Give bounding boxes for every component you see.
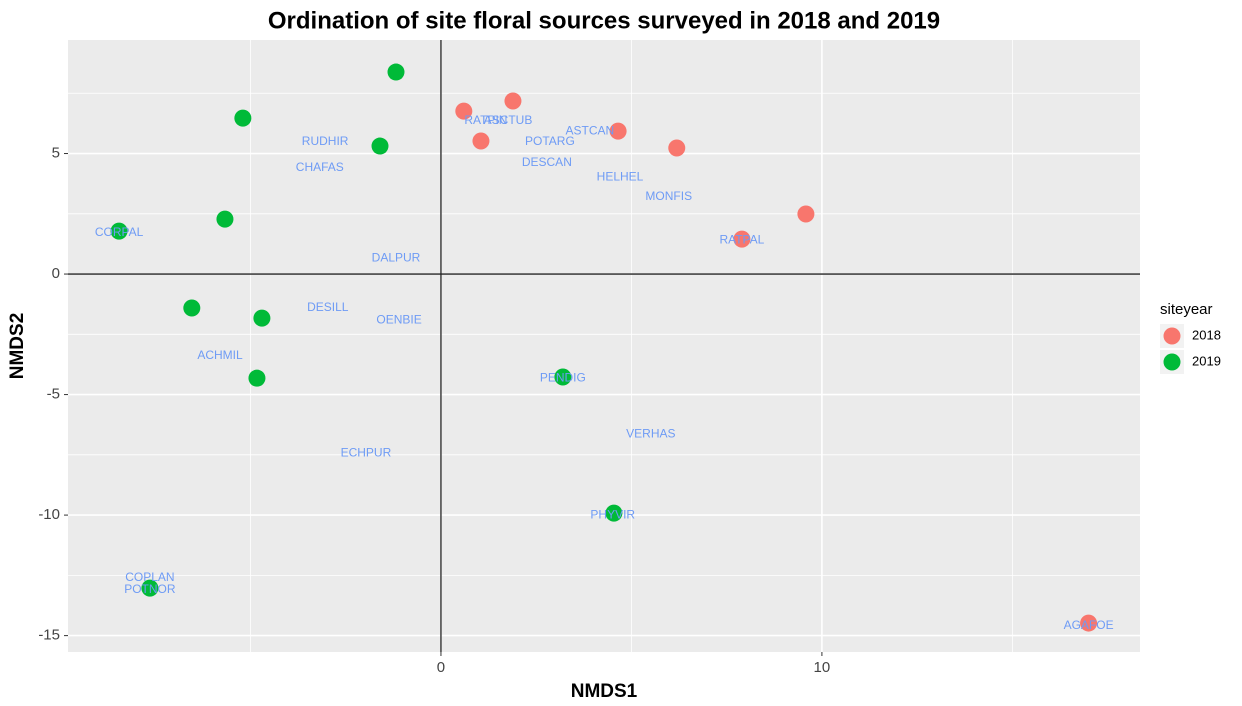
- legend-label: 2018: [1192, 327, 1221, 342]
- species-label: COPLAN: [125, 570, 174, 584]
- point: [472, 132, 490, 150]
- legend-label: 2019: [1192, 353, 1221, 368]
- point: [387, 63, 405, 81]
- species-label: RATPIN: [464, 113, 507, 127]
- species-label: HELHEL: [597, 169, 644, 183]
- point: [110, 222, 128, 240]
- x-tick-label: 10: [814, 659, 831, 676]
- species-label: RATPAL: [719, 232, 764, 246]
- point: [371, 137, 389, 155]
- point: [141, 579, 159, 597]
- y-axis-title: NMDS2: [7, 313, 28, 380]
- y-tick-label: 0: [52, 265, 60, 282]
- y-tick-label: 5: [52, 144, 60, 161]
- species-label: ACHMIL: [197, 348, 243, 362]
- x-tick-label: 0: [437, 659, 445, 676]
- species-label: DESCAN: [522, 155, 572, 169]
- point: [234, 109, 252, 127]
- species-label: POTNOR: [124, 582, 176, 596]
- point: [248, 369, 266, 387]
- point: [504, 92, 522, 110]
- species-label: DALPUR: [372, 250, 421, 264]
- species-label: ASTCAN: [566, 123, 615, 137]
- point: [605, 504, 623, 522]
- species-label: PHYVIR: [590, 507, 635, 521]
- point: [668, 139, 686, 157]
- y-tick-label: -5: [47, 386, 60, 403]
- species-label: RUDHIR: [302, 134, 349, 148]
- species-label: ASCTUB: [484, 113, 533, 127]
- y-tick-label: -10: [38, 506, 60, 523]
- point: [216, 210, 234, 228]
- species-label: OENBIE: [376, 312, 421, 326]
- legend-title: siteyear: [1160, 301, 1213, 318]
- point: [455, 102, 473, 120]
- chart-title: Ordination of site floral sources survey…: [268, 7, 940, 34]
- y-tick-label: -15: [38, 627, 60, 644]
- species-label: MONFIS: [645, 189, 692, 203]
- legend-marker: [1163, 353, 1181, 371]
- species-label: DESILL: [307, 300, 349, 314]
- plot-panel: [68, 40, 1140, 652]
- point: [554, 368, 572, 386]
- species-label: CORPAL: [95, 225, 144, 239]
- species-label: ECHPUR: [341, 445, 392, 459]
- point: [1080, 614, 1098, 632]
- x-axis-title: NMDS1: [571, 681, 638, 702]
- species-label: PENDIG: [540, 370, 586, 384]
- point: [253, 309, 271, 327]
- point: [609, 122, 627, 140]
- species-label: POTARG: [525, 134, 575, 148]
- point: [183, 299, 201, 317]
- legend-marker: [1163, 327, 1181, 345]
- point: [797, 205, 815, 223]
- species-label: CHAFAS: [296, 160, 344, 174]
- point: [733, 230, 751, 248]
- species-label: AGAFOE: [1064, 618, 1114, 632]
- species-label: VERHAS: [626, 426, 675, 440]
